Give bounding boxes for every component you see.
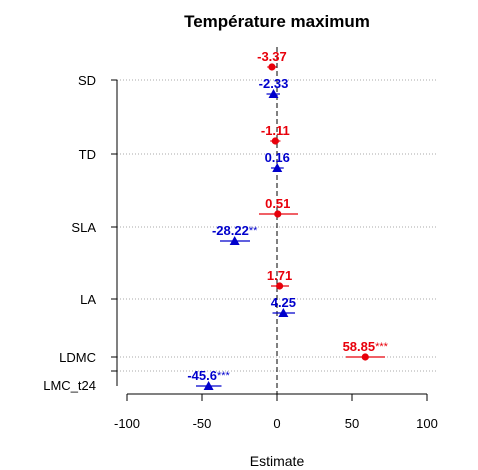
significance-stars: ** [249, 225, 258, 237]
value-label: 4.25 [271, 295, 296, 310]
point-marker [271, 137, 279, 145]
x-axis-label: Estimate [250, 453, 305, 469]
value-label: -28.22** [212, 223, 258, 238]
y-label-sla: SLA [71, 220, 96, 235]
x-tick-label: -50 [193, 416, 212, 431]
point-sla-blue: -28.22** [212, 223, 258, 245]
point-marker [278, 308, 289, 317]
significance-stars: *** [375, 341, 389, 353]
data-points: -3.37 -1.11 0.51 1.71 58.85*** -2.33 0.16 -28.2… [187, 49, 389, 390]
y-label-td: TD [79, 147, 96, 162]
value-label: 0.16 [265, 150, 290, 165]
chart-title: Température maximum [184, 12, 370, 31]
value-label: 58.85*** [343, 339, 389, 354]
point-sla-red: 0.51 [259, 196, 298, 218]
point-marker [361, 353, 369, 361]
point-marker [268, 63, 276, 71]
value-label: 1.71 [267, 268, 292, 283]
x-tick-label: -100 [114, 416, 140, 431]
point-marker [268, 89, 279, 98]
value-label: 0.51 [265, 196, 290, 211]
point-marker [229, 236, 240, 245]
y-label-sd: SD [78, 73, 96, 88]
point-lmc_t24-blue: -45.6*** [187, 368, 231, 390]
point-marker [275, 282, 284, 290]
value-label: -45.6*** [187, 368, 230, 383]
y-label-la: LA [80, 292, 96, 307]
x-axis-ticks: -100 -50 0 50 100 [114, 394, 438, 431]
y-label-ldmc: LDMC [59, 350, 96, 365]
value-label: -2.33 [259, 76, 289, 91]
point-sd-blue: -2.33 [259, 76, 289, 98]
point-marker [203, 381, 214, 390]
value-label: -3.37 [257, 49, 287, 64]
x-tick-label: 0 [273, 416, 280, 431]
y-label-lmc_t24: LMC_t24 [43, 378, 96, 393]
point-marker [272, 163, 283, 172]
point-sd-red: -3.37 [257, 49, 287, 71]
x-tick-label: 100 [416, 416, 438, 431]
y-axis-labels: SD TD SLA LA LDMC LMC_t24 [43, 73, 117, 393]
point-td-blue: 0.16 [265, 150, 290, 172]
point-marker [274, 210, 282, 218]
point-la-red: 1.71 [267, 268, 292, 290]
point-td-red: -1.11 [261, 123, 290, 145]
point-ldmc-red: 58.85*** [343, 339, 389, 361]
point-la-blue: 4.25 [271, 295, 296, 317]
significance-stars: *** [217, 370, 231, 382]
x-tick-label: 50 [345, 416, 359, 431]
value-label: -1.11 [261, 123, 290, 138]
